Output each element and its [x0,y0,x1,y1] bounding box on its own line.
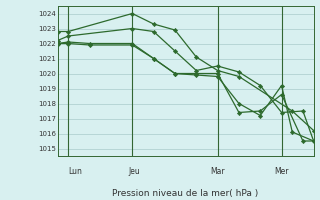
Text: Mar: Mar [210,166,225,176]
Text: Jeu: Jeu [128,166,140,176]
Text: Pression niveau de la mer( hPa ): Pression niveau de la mer( hPa ) [112,189,259,198]
Text: Lun: Lun [68,166,82,176]
Text: Mer: Mer [274,166,288,176]
